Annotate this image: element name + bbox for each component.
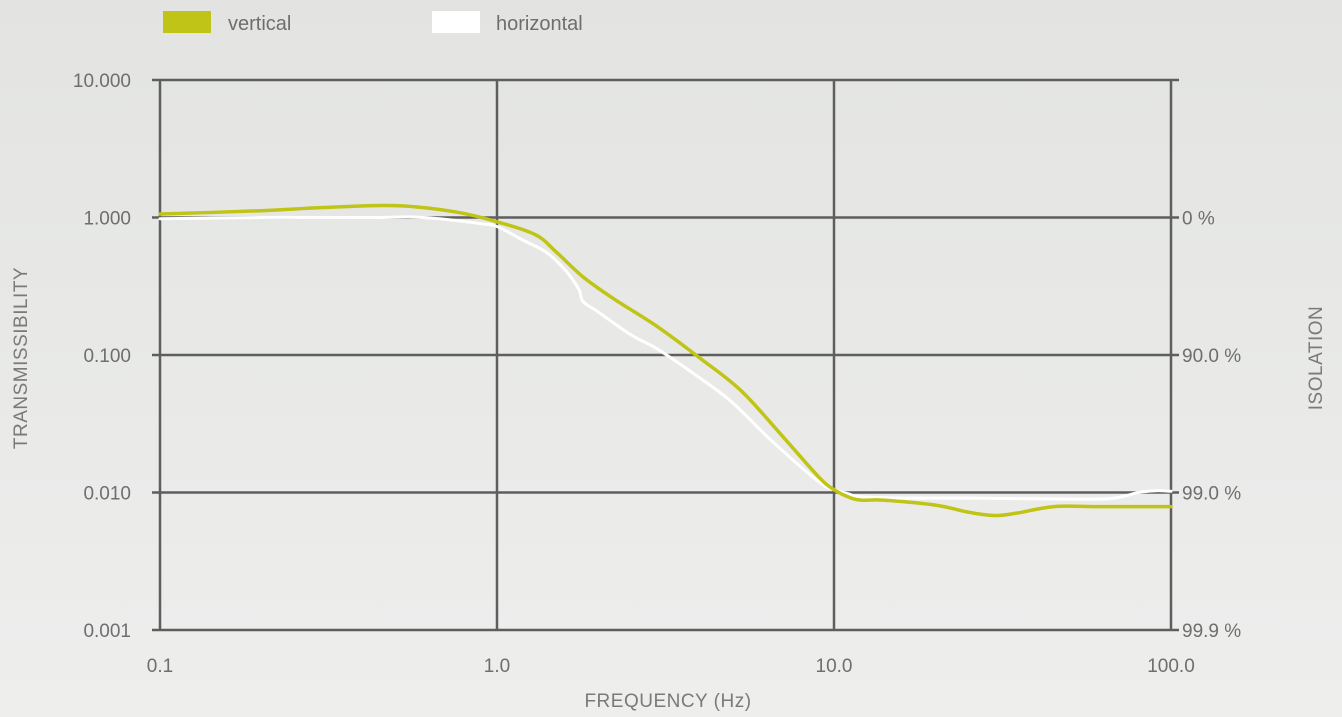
series-line-horizontal xyxy=(158,215,1173,501)
y-axis-title: TRANSMISSIBILITY xyxy=(11,267,32,449)
y-tick-labels: 10.000 1.000 0.100 0.010 0.001 xyxy=(73,71,131,642)
legend-label-horizontal: horizontal xyxy=(496,13,583,35)
x-tick-label: 10.0 xyxy=(816,656,853,677)
x-axis-title: FREQUENCY (Hz) xyxy=(584,691,751,712)
legend-swatch-vertical xyxy=(163,11,211,33)
y-tick-label: 0.001 xyxy=(83,621,131,642)
y2-axis-title: ISOLATION xyxy=(1306,306,1327,410)
y2-tick-label: 90.0 % xyxy=(1182,346,1241,367)
legend-label-vertical: vertical xyxy=(228,13,291,35)
legend: vertical horizontal xyxy=(163,11,583,35)
series-line-vertical xyxy=(158,203,1173,518)
x-tick-label: 1.0 xyxy=(484,656,510,677)
y2-tick-label: 99.0 % xyxy=(1182,484,1241,505)
x-tick-labels: 0.1 1.0 10.0 100.0 xyxy=(147,656,1195,677)
y-tick-label: 10.000 xyxy=(73,71,131,92)
y-tick-label: 0.100 xyxy=(83,346,131,367)
legend-swatch-horizontal xyxy=(432,11,480,33)
y-tick-label: 1.000 xyxy=(83,209,131,230)
x-tick-label: 100.0 xyxy=(1147,656,1195,677)
x-tick-label: 0.1 xyxy=(147,656,173,677)
y2-tick-labels: 0 % 90.0 % 99.0 % 99.9 % xyxy=(1182,209,1241,643)
y2-tick-label: 99.9 % xyxy=(1182,621,1241,642)
y2-tick-label: 0 % xyxy=(1182,209,1215,230)
y-tick-label: 0.010 xyxy=(83,484,131,505)
